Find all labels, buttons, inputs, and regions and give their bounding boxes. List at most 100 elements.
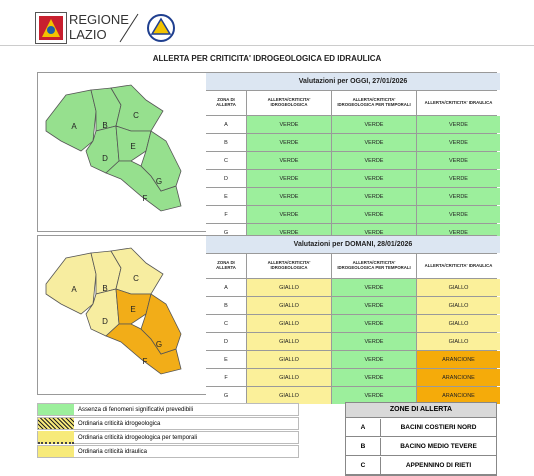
alert-cell: ARANCIONE (417, 351, 500, 368)
map-zone-label: E (130, 142, 135, 151)
alert-cell: GIALLO (247, 369, 331, 386)
alert-cell: VERDE (417, 188, 500, 205)
map-zone-label: G (156, 340, 162, 349)
map-zone-label: G (156, 177, 162, 186)
legend-text: Assenza di fenomeni significativi preved… (78, 406, 194, 413)
alert-cell: VERDE (332, 279, 416, 296)
alert-cell: VERDE (247, 152, 331, 169)
alert-cell: VERDE (332, 170, 416, 187)
logo-line: REGIONE (69, 12, 129, 27)
zone-cell: D (206, 333, 246, 350)
map-zone (45, 89, 97, 152)
alert-cell: GIALLO (417, 315, 500, 332)
alert-panel: A B C D E F G Valutazioni per DOMANI, 28/01/202… (37, 235, 500, 404)
alert-cell: VERDE (332, 333, 416, 350)
legend-swatch (38, 446, 74, 457)
logo-emblem (35, 12, 67, 44)
zone-name: BACINO MEDIO TEVERE (400, 443, 477, 450)
zones-table: ZONE DI ALLERTA A BACINI COSTIERI NORD B BAC… (345, 402, 497, 476)
alert-cell: GIALLO (247, 387, 331, 404)
column-header: ALLERTA/CRITICITA' IDROGEOLOGICA (247, 254, 331, 278)
column-header: ZONA DI ALLERTA (206, 254, 246, 278)
map-zone-label: B (102, 284, 107, 293)
alert-cell: VERDE (332, 387, 416, 404)
alert-cell: VERDE (417, 206, 500, 223)
alert-cell: ARANCIONE (417, 387, 500, 404)
alert-cell: VERDE (247, 206, 331, 223)
alert-cell: VERDE (332, 188, 416, 205)
alert-cell: VERDE (247, 116, 331, 133)
map-zone (105, 160, 182, 212)
zone-cell: B (206, 297, 246, 314)
zones-row: B BACINO MEDIO TEVERE (346, 437, 496, 456)
alert-table: Valutazioni per OGGI, 27/01/2026 ZONA DI … (206, 73, 500, 241)
alert-cell: VERDE (417, 152, 500, 169)
legend-swatch (38, 418, 74, 429)
table-heading: Valutazioni per OGGI, 27/01/2026 (206, 73, 500, 90)
zone-code: A (346, 419, 381, 436)
logo-graphics (119, 13, 175, 43)
alert-cell: GIALLO (417, 279, 500, 296)
alert-cell: VERDE (332, 116, 416, 133)
map-zone-label: A (71, 285, 77, 294)
legend-item: Ordinaria criticità idrogeologica per te… (37, 431, 299, 444)
alert-cell: VERDE (417, 134, 500, 151)
alert-cell: GIALLO (247, 297, 331, 314)
legend-item: Ordinaria criticità idraulica (37, 445, 299, 458)
alert-cell: VERDE (332, 297, 416, 314)
logo-line: LAZIO (69, 27, 107, 42)
column-header: ALLERTA/CRITICITA' IDROGEOLOGICA PER TEM… (332, 91, 416, 115)
zone-name: BACINI COSTIERI NORD (400, 424, 477, 431)
legend-swatch (38, 404, 74, 415)
zone-code: B (346, 438, 381, 455)
alert-cell: VERDE (332, 206, 416, 223)
alert-cell: VERDE (417, 170, 500, 187)
legend-text: Ordinaria criticità idraulica (78, 448, 148, 455)
legend-text: Ordinaria criticità idrogeologica per te… (78, 434, 198, 441)
zone-cell: E (206, 188, 246, 205)
title: ALLERTA PER CRITICITA' IDROGEOLOGICA ED … (152, 54, 382, 63)
zone-cell: G (206, 387, 246, 404)
alert-cell: GIALLO (247, 351, 331, 368)
alert-cell: VERDE (332, 152, 416, 169)
map-zone-label: D (102, 317, 108, 326)
map-zone-label: E (130, 305, 135, 314)
map-zone-label: A (71, 122, 77, 131)
map-zone-label: D (102, 154, 108, 163)
column-header: ZONA DI ALLERTA (206, 91, 246, 115)
zones-row: A BACINI COSTIERI NORD (346, 418, 496, 437)
alert-cell: VERDE (332, 315, 416, 332)
map-zone-label: B (102, 121, 107, 130)
alert-cell: VERDE (417, 116, 500, 133)
alert-cell: GIALLO (247, 315, 331, 332)
zone-cell: C (206, 152, 246, 169)
alert-cell: GIALLO (417, 297, 500, 314)
alert-cell: GIALLO (417, 333, 500, 350)
map-zone (45, 252, 97, 315)
zone-cell: D (206, 170, 246, 187)
map-zone-label: F (143, 194, 148, 203)
map-zone-label: C (133, 111, 139, 120)
legend-item: Ordinaria criticità idrogeologica (37, 417, 299, 430)
zone-map: A B C D E FG (45, 247, 182, 375)
alert-cell: GIALLO (247, 333, 331, 350)
zone-cell: F (206, 369, 246, 386)
zone-code: C (346, 457, 381, 474)
column-header: ALLERTA/CRITICITA' IDROGEOLOGICA PER TEM… (332, 254, 416, 278)
table-heading: Valutazioni per DOMANI, 28/01/2026 (206, 236, 500, 253)
zone-cell: A (206, 279, 246, 296)
alert-panel: A B C D E F G Valutazioni per OGGI, 27/01/2026 Z… (37, 72, 500, 241)
zone-map: A B C D E FG (45, 84, 182, 212)
page: REGIONE LAZIO ALLERTA PER CRITICITA' IDR… (0, 12, 534, 476)
legend-item: Assenza di fenomeni significativi preved… (37, 403, 299, 416)
map-zone (105, 323, 182, 375)
map-zone-label: C (133, 274, 139, 283)
alert-cell: ARANCIONE (417, 369, 500, 386)
map-zone-label: F (143, 357, 148, 366)
column-header: ALLERTA/CRITICITA' IDRAULICA (417, 91, 500, 115)
column-header: ALLERTA/CRITICITA' IDRAULICA (417, 254, 500, 278)
alert-cell: VERDE (332, 369, 416, 386)
alert-cell: VERDE (247, 188, 331, 205)
divider (0, 45, 534, 46)
zone-cell: C (206, 315, 246, 332)
